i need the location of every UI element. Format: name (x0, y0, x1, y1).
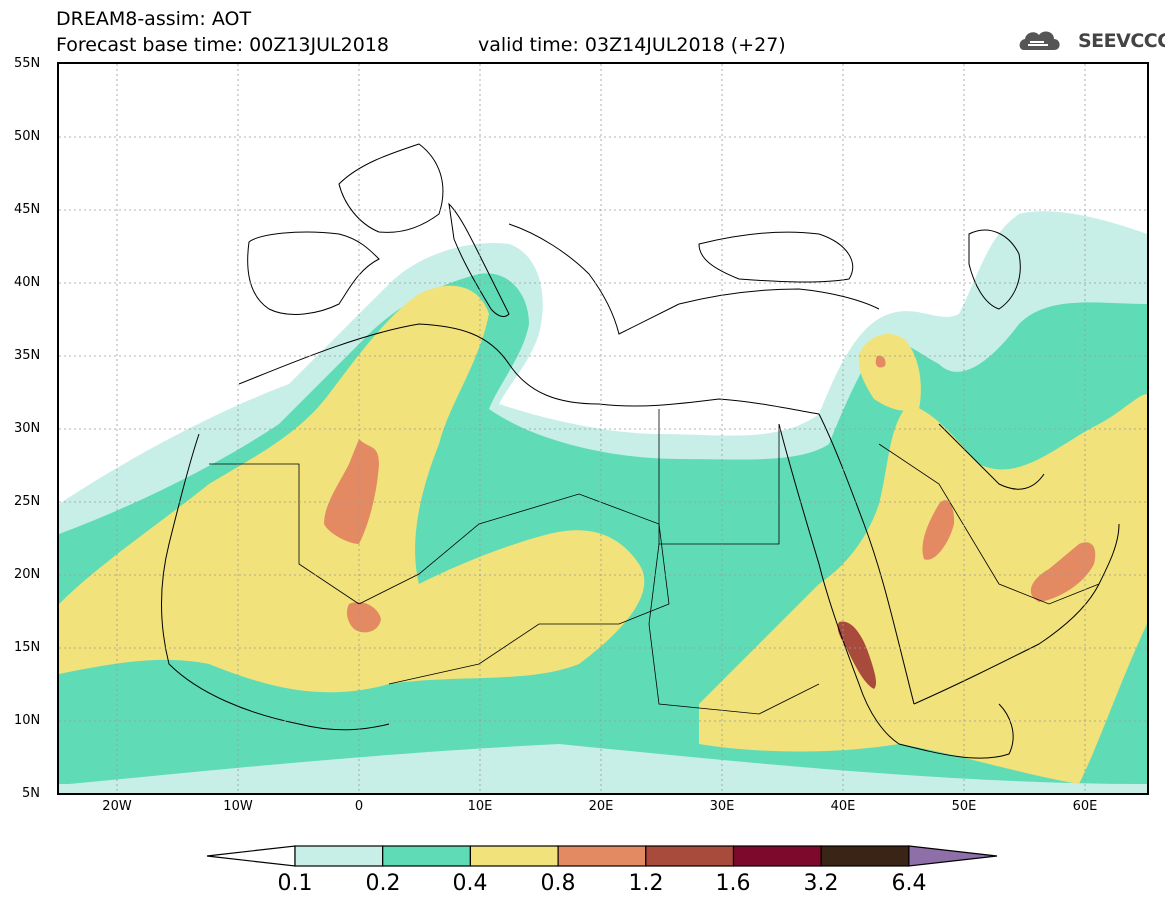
aot-band-0.8-oman (1030, 542, 1096, 602)
lat-label-20n: 20N (14, 567, 41, 582)
colorbar-label: 1.2 (628, 871, 664, 896)
map-panel (57, 62, 1149, 795)
colorbar-swatch (645, 845, 735, 867)
aot-band-0.8-sahara (324, 439, 379, 544)
aot-band-0.4-east (699, 394, 1147, 784)
colorbar-swatch (732, 845, 822, 867)
colorbar-label: 3.2 (803, 871, 839, 896)
coastlines-borders (161, 143, 1120, 759)
horn-africa-coast (898, 703, 1014, 759)
egypt-borders (658, 409, 780, 545)
colorbar-label: 6.4 (891, 871, 927, 896)
aot-band-0.4-mesopotamia (858, 334, 921, 411)
lat-label-30n: 30N (14, 421, 41, 436)
forecast-base-time: Forecast base time: 00Z13JUL2018 (56, 34, 389, 56)
lat-label-45n: 45N (14, 202, 41, 217)
lat-label-10n: 10N (14, 713, 41, 728)
lon-label-60e: 60E (1072, 799, 1098, 814)
lat-label-25n: 25N (14, 494, 41, 509)
gridlines (59, 64, 1147, 793)
valid-time: valid time: 03Z14JUL2018 (+27) (478, 34, 786, 56)
colorbar-label: 0.1 (277, 871, 313, 896)
arabia-coast (913, 523, 1120, 705)
red-sea-east (818, 413, 915, 705)
colorbar-swatch (557, 845, 647, 867)
arabia-borders (878, 443, 1100, 605)
sahara-borders (209, 463, 670, 685)
aot-map (59, 64, 1147, 793)
colorbar-arrow-high (908, 845, 998, 867)
lat-label-5n: 5N (22, 786, 40, 801)
colorbar-swatch (469, 845, 559, 867)
france-coast (338, 143, 444, 233)
lat-label-55n: 55N (14, 56, 41, 71)
lon-label-50e: 50E (951, 799, 977, 814)
aot-band-0.8-iraq (875, 355, 886, 368)
balkans-coast (508, 223, 680, 335)
colorbar (206, 845, 998, 867)
lat-label-15n: 15N (14, 640, 41, 655)
colorbar-label: 1.6 (715, 871, 751, 896)
lon-label-40e: 40E (830, 799, 856, 814)
lon-label-30e: 30E (709, 799, 735, 814)
colorbar-label: 0.8 (540, 871, 576, 896)
colorbar-swatch (294, 845, 384, 867)
north-africa-coast (238, 323, 820, 415)
caspian-coast (968, 229, 1021, 310)
map-title: DREAM8-assim: AOT (56, 8, 252, 30)
logo-text: SEEVCCC (1078, 30, 1165, 52)
aot-band-1.2-eritrea (837, 621, 877, 689)
lon-label-20e: 20E (588, 799, 614, 814)
west-africa-coast (161, 433, 390, 731)
cloud-logo-icon (1019, 31, 1060, 50)
red-sea-west (778, 423, 900, 745)
colorbar-label: 0.2 (365, 871, 401, 896)
aot-band-0.8-mali (346, 602, 381, 633)
lat-label-40n: 40N (14, 275, 41, 290)
aot-shading (59, 211, 1147, 793)
gulf-coast (938, 423, 1045, 490)
turkey-coast (678, 288, 880, 310)
aot-band-0.8-arabia (922, 500, 955, 560)
iberia-coast (247, 231, 380, 315)
lon-label-20w: 20W (102, 799, 132, 814)
italy-coast (448, 202, 510, 317)
sudan-borders (648, 543, 820, 715)
colorbar-label: 0.4 (452, 871, 488, 896)
black-sea-coast (698, 231, 854, 283)
colorbar-swatch (820, 845, 910, 867)
lat-label-50n: 50N (14, 129, 41, 144)
lon-label-10w: 10W (223, 799, 253, 814)
lon-label-10e: 10E (467, 799, 493, 814)
lat-label-35n: 35N (14, 348, 41, 363)
lon-label-0: 0 (354, 799, 364, 814)
colorbar-swatch (382, 845, 472, 867)
colorbar-arrow-low (206, 845, 296, 867)
